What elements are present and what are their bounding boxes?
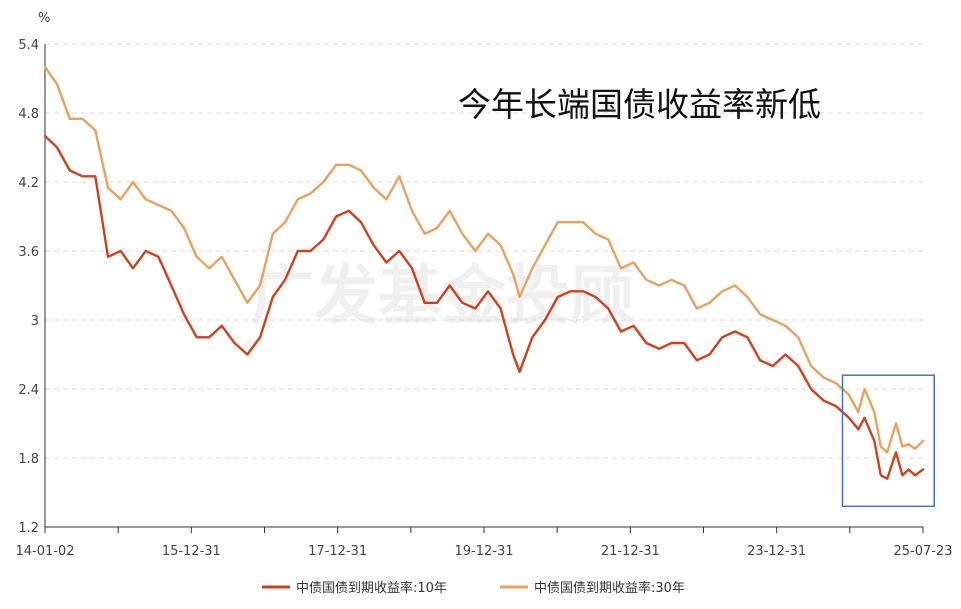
- chart-title: 今年长端国债收益率新低: [458, 85, 821, 124]
- series-line-30y: [43, 65, 925, 454]
- x-tick-label: 25-07-23: [893, 544, 952, 559]
- legend-label: 中债国债到期收益率:10年: [296, 580, 447, 596]
- y-tick-label: 1.2: [18, 521, 39, 536]
- y-tick-label: 1.8: [18, 452, 39, 467]
- legend-label: 中债国债到期收益率:30年: [534, 580, 685, 596]
- highlight-box-layer: [841, 374, 935, 508]
- y-tick-label: 4.8: [18, 107, 39, 122]
- x-tick-label: 23-12-31: [747, 544, 806, 559]
- y-tick-label: 2.4: [18, 383, 39, 398]
- x-tick-label: 21-12-31: [601, 544, 660, 559]
- x-tick-label: 14-01-02: [15, 544, 74, 559]
- x-tick-label: 19-12-31: [454, 544, 513, 559]
- y-tick-label: 5.4: [18, 38, 39, 53]
- gridlines: [45, 43, 923, 459]
- x-tick-label: 17-12-31: [308, 544, 367, 559]
- x-tick-label: 15-12-31: [162, 544, 221, 559]
- series-lines: [43, 65, 925, 480]
- axes: 1.2 1.8 2.4 3 3.6 4.2 4.8 5.4 14-01-02 15-12-31 17…: [15, 38, 952, 559]
- y-tick-label: 4.2: [18, 176, 39, 191]
- highlight-box: [841, 374, 935, 508]
- y-axis-unit: %: [38, 11, 50, 26]
- y-tick-label: 3.6: [18, 245, 39, 260]
- legend: 中债国债到期收益率:10年 中债国债到期收益率:30年: [262, 580, 685, 596]
- y-tick-label: 3: [31, 314, 39, 329]
- series-line-10y: [43, 134, 925, 480]
